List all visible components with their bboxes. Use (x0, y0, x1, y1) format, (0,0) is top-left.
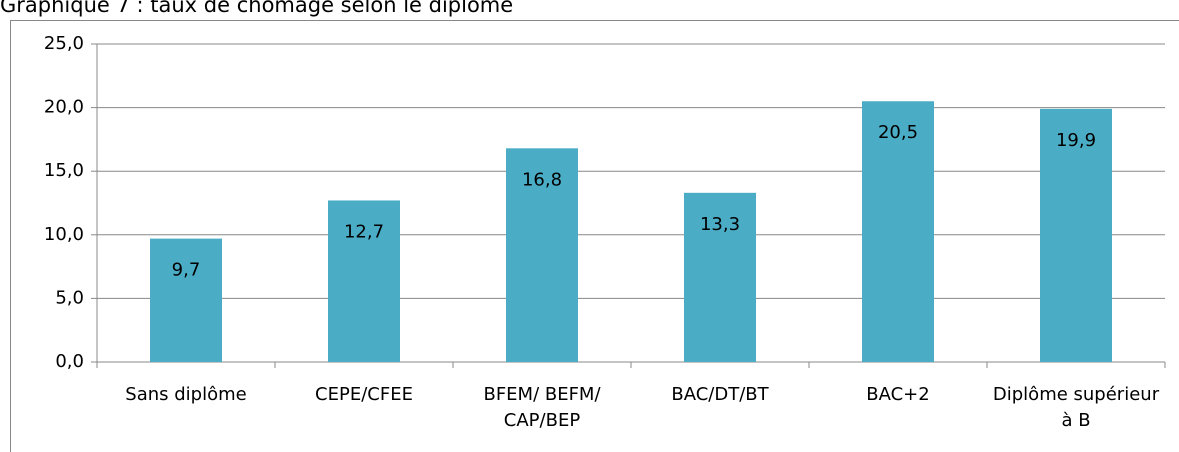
bar (150, 238, 222, 362)
y-tick-label: 25,0 (44, 33, 84, 54)
y-tick-label: 10,0 (44, 224, 84, 245)
x-tick-label: BAC/DT/BT (671, 384, 769, 405)
bar (684, 192, 756, 362)
x-tick-label: BAC+2 (866, 384, 930, 405)
chart-title: Graphique 7 : taux de chômage selon le d… (0, 0, 513, 17)
y-tick-label: 20,0 (44, 97, 84, 118)
data-label: 16,8 (522, 169, 562, 190)
data-label: 9,7 (172, 260, 201, 281)
bar (506, 148, 578, 362)
bar (862, 101, 934, 363)
y-tick-label: 5,0 (55, 287, 84, 308)
x-tick-label: CEPE/CFEE (315, 384, 413, 405)
bar (1040, 108, 1112, 362)
x-tick-label: BFEM/ BEFM/ CAP/BEP (483, 384, 601, 431)
x-tick-label: Sans diplôme (125, 384, 247, 405)
data-label: 12,7 (344, 221, 384, 242)
bar (328, 200, 400, 362)
data-label: 19,9 (1056, 130, 1096, 151)
data-label: 20,5 (878, 122, 918, 143)
chart-border (10, 20, 1179, 452)
y-tick-label: 15,0 (44, 160, 84, 181)
data-label: 13,3 (700, 214, 740, 235)
y-tick-label: 0,0 (55, 351, 84, 372)
x-tick-label: Diplôme supérieur à B (992, 384, 1160, 431)
